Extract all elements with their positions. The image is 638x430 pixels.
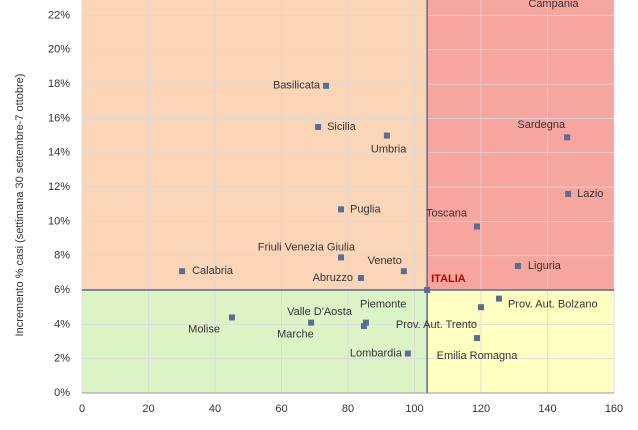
point-label: ITALIA: [431, 273, 466, 285]
point-label: Molise: [188, 323, 220, 335]
point: [564, 134, 571, 141]
x-tick-label: 140: [538, 403, 556, 415]
y-tick-label: 2%: [54, 353, 70, 365]
x-tick-label: 120: [472, 403, 490, 415]
point: [424, 287, 431, 294]
point-label: Basilicata: [273, 80, 321, 92]
point-label: Valle D'Aosta: [287, 306, 353, 318]
point-label: Liguria: [528, 260, 562, 272]
x-tick-label: 100: [405, 403, 423, 415]
quadrant-top-right: [427, 0, 614, 291]
point: [338, 206, 345, 213]
x-tick-label: 20: [142, 403, 154, 415]
point-label: Marche: [277, 329, 314, 341]
point-label: Piemonte: [360, 299, 406, 311]
x-tick-label: 160: [605, 403, 623, 415]
x-tick-label: 80: [342, 403, 354, 415]
y-tick-label: 6%: [54, 284, 70, 296]
y-tick-label: 14%: [48, 147, 70, 159]
point-label: Emilia Romagna: [437, 350, 519, 362]
quadrant-bottom-right: [427, 290, 614, 393]
point-label: Calabria: [192, 265, 234, 277]
point: [228, 314, 235, 321]
y-tick-label: 22%: [48, 9, 70, 21]
point: [495, 295, 502, 302]
point: [360, 323, 367, 330]
point: [514, 263, 521, 270]
point: [400, 268, 407, 275]
point: [478, 304, 484, 311]
point: [474, 335, 481, 342]
y-tick-label: 16%: [48, 112, 70, 124]
point-label: Campania: [528, 0, 579, 10]
point-label: Prov. Aut. Bolzano: [508, 299, 598, 311]
point: [338, 254, 345, 261]
x-tick-label: 60: [275, 403, 287, 415]
point: [362, 319, 369, 326]
point: [474, 223, 481, 230]
point-label: Prov. Aut. Trento: [396, 319, 477, 331]
point-label: Sardegna: [517, 119, 566, 131]
y-tick-label: 10%: [48, 215, 70, 227]
point: [404, 350, 411, 357]
point-label: Puglia: [350, 203, 381, 215]
y-tick-label: 4%: [54, 318, 70, 330]
point-label: Abruzzo: [313, 272, 353, 284]
point: [357, 275, 364, 282]
y-tick-label: 12%: [48, 181, 70, 193]
point: [308, 319, 315, 326]
point-label: Friuli Venezia Giulia: [258, 241, 356, 253]
point: [323, 82, 330, 89]
y-tick-label: 20%: [48, 44, 70, 56]
x-tick-label: 40: [209, 403, 221, 415]
point: [565, 190, 572, 197]
y-tick-label: 18%: [48, 78, 70, 90]
x-tick-label: 0: [79, 403, 85, 415]
point: [179, 268, 186, 275]
point: [315, 123, 322, 130]
quadrant-bottom-left: [82, 290, 428, 393]
y-tick-label: 8%: [54, 250, 70, 262]
quadrant-top-left: [82, 0, 428, 291]
point-label: Umbria: [371, 143, 407, 155]
point-label: Lombardia: [350, 347, 403, 359]
point: [383, 132, 390, 139]
point-label: Veneto: [368, 255, 402, 267]
y-tick-label: 0%: [54, 387, 70, 399]
y-axis-label: Incremento % casi (settimana 30 settembr…: [14, 74, 26, 337]
point-label: Lazio: [577, 188, 603, 200]
point-label: Toscana: [426, 207, 468, 219]
point-label: Sicilia: [327, 121, 357, 133]
